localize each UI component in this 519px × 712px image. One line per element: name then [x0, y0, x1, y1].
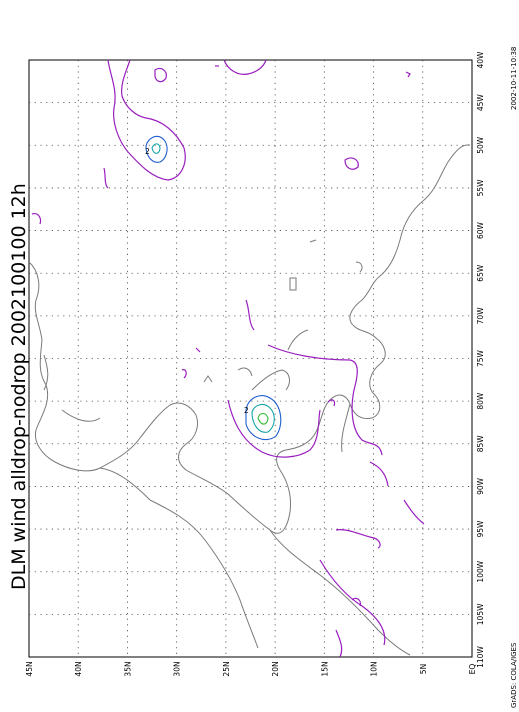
- coastlines: [28, 144, 471, 656]
- latitude-label: 35N: [123, 661, 132, 676]
- longitude-label: 80W: [476, 392, 485, 410]
- longitude-label: 50W: [476, 136, 485, 154]
- latitude-label: 20N: [271, 661, 280, 676]
- map-title: DLM wind alldrop-nodrop 2002100100 12h: [8, 183, 30, 590]
- longitude-labels: 40W 45W 50W 55W 60W 65W 70W 75W 80W 85W 90W 95W 100W…: [476, 51, 485, 668]
- latitude-label: 30N: [173, 661, 182, 676]
- longitude-label: 100W: [476, 560, 485, 582]
- latitude-label: 40N: [74, 661, 83, 676]
- longitude-label: 95W: [476, 520, 485, 538]
- latitude-label: EQ: [468, 664, 477, 675]
- latitude-label: 10N: [370, 661, 379, 676]
- longitude-label: 105W: [476, 603, 485, 625]
- longitude-label: 70W: [476, 307, 485, 325]
- longitude-label: 85W: [476, 435, 485, 453]
- longitude-label: 65W: [476, 264, 485, 282]
- latitude-label: 25N: [222, 661, 231, 676]
- contour-label: 2: [244, 406, 249, 415]
- longitude-label: 60W: [476, 222, 485, 240]
- longitude-label: 110W: [476, 646, 485, 668]
- latitude-labels: EQ 5N 10N 15N 20N 25N 30N 35N 40N 45N: [25, 661, 477, 676]
- longitude-label: 75W: [476, 349, 485, 367]
- latitude-label: 15N: [320, 661, 329, 676]
- longitude-label: 40W: [476, 51, 485, 69]
- longitude-label: 45W: [476, 94, 485, 112]
- contour-label: 2: [145, 147, 150, 156]
- longitude-label: 55W: [476, 179, 485, 197]
- software-credit: GrADS: COLA/IGES: [510, 642, 518, 708]
- latitude-label: 5N: [419, 664, 428, 674]
- wind-difference-contours: [31, 59, 425, 658]
- longitude-label: 90W: [476, 477, 485, 495]
- map-frame: [28, 59, 473, 658]
- timestamp: 2002-10-11-10:38: [510, 47, 518, 110]
- latitude-label: 45N: [25, 661, 34, 676]
